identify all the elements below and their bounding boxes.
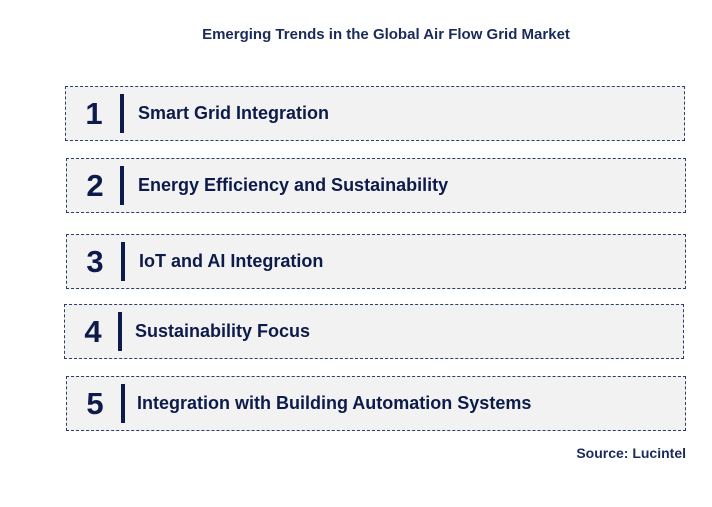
chart-title: Emerging Trends in the Global Air Flow G… — [202, 26, 570, 43]
trend-label: IoT and AI Integration — [139, 251, 324, 271]
trend-label: Sustainability Focus — [135, 321, 311, 341]
trend-label: Energy Efficiency and Sustainability — [138, 175, 449, 195]
trend-label: Smart Grid Integration — [138, 103, 330, 123]
trend-item-4: 4 Sustainability Focus — [64, 304, 684, 359]
trend-number: 5 — [86, 385, 104, 421]
trend-divider — [120, 166, 124, 205]
trend-item-1: 1 Smart Grid Integration — [65, 86, 685, 141]
trend-divider — [120, 94, 124, 133]
trend-number: 1 — [85, 95, 103, 131]
trend-divider — [121, 384, 125, 423]
source-note: Source: Lucintel — [576, 445, 686, 461]
trend-item-2: 2 Energy Efficiency and Sustainability — [66, 158, 686, 213]
trend-label: Integration with Building Automation Sys… — [137, 393, 532, 413]
trend-number: 3 — [86, 243, 104, 279]
trend-divider — [118, 312, 122, 351]
trend-item-3: 3 IoT and AI Integration — [66, 234, 686, 289]
trend-divider — [121, 242, 125, 281]
trend-number: 2 — [86, 167, 104, 203]
trend-item-5: 5 Integration with Building Automation S… — [66, 376, 686, 431]
trend-number: 4 — [84, 313, 102, 349]
